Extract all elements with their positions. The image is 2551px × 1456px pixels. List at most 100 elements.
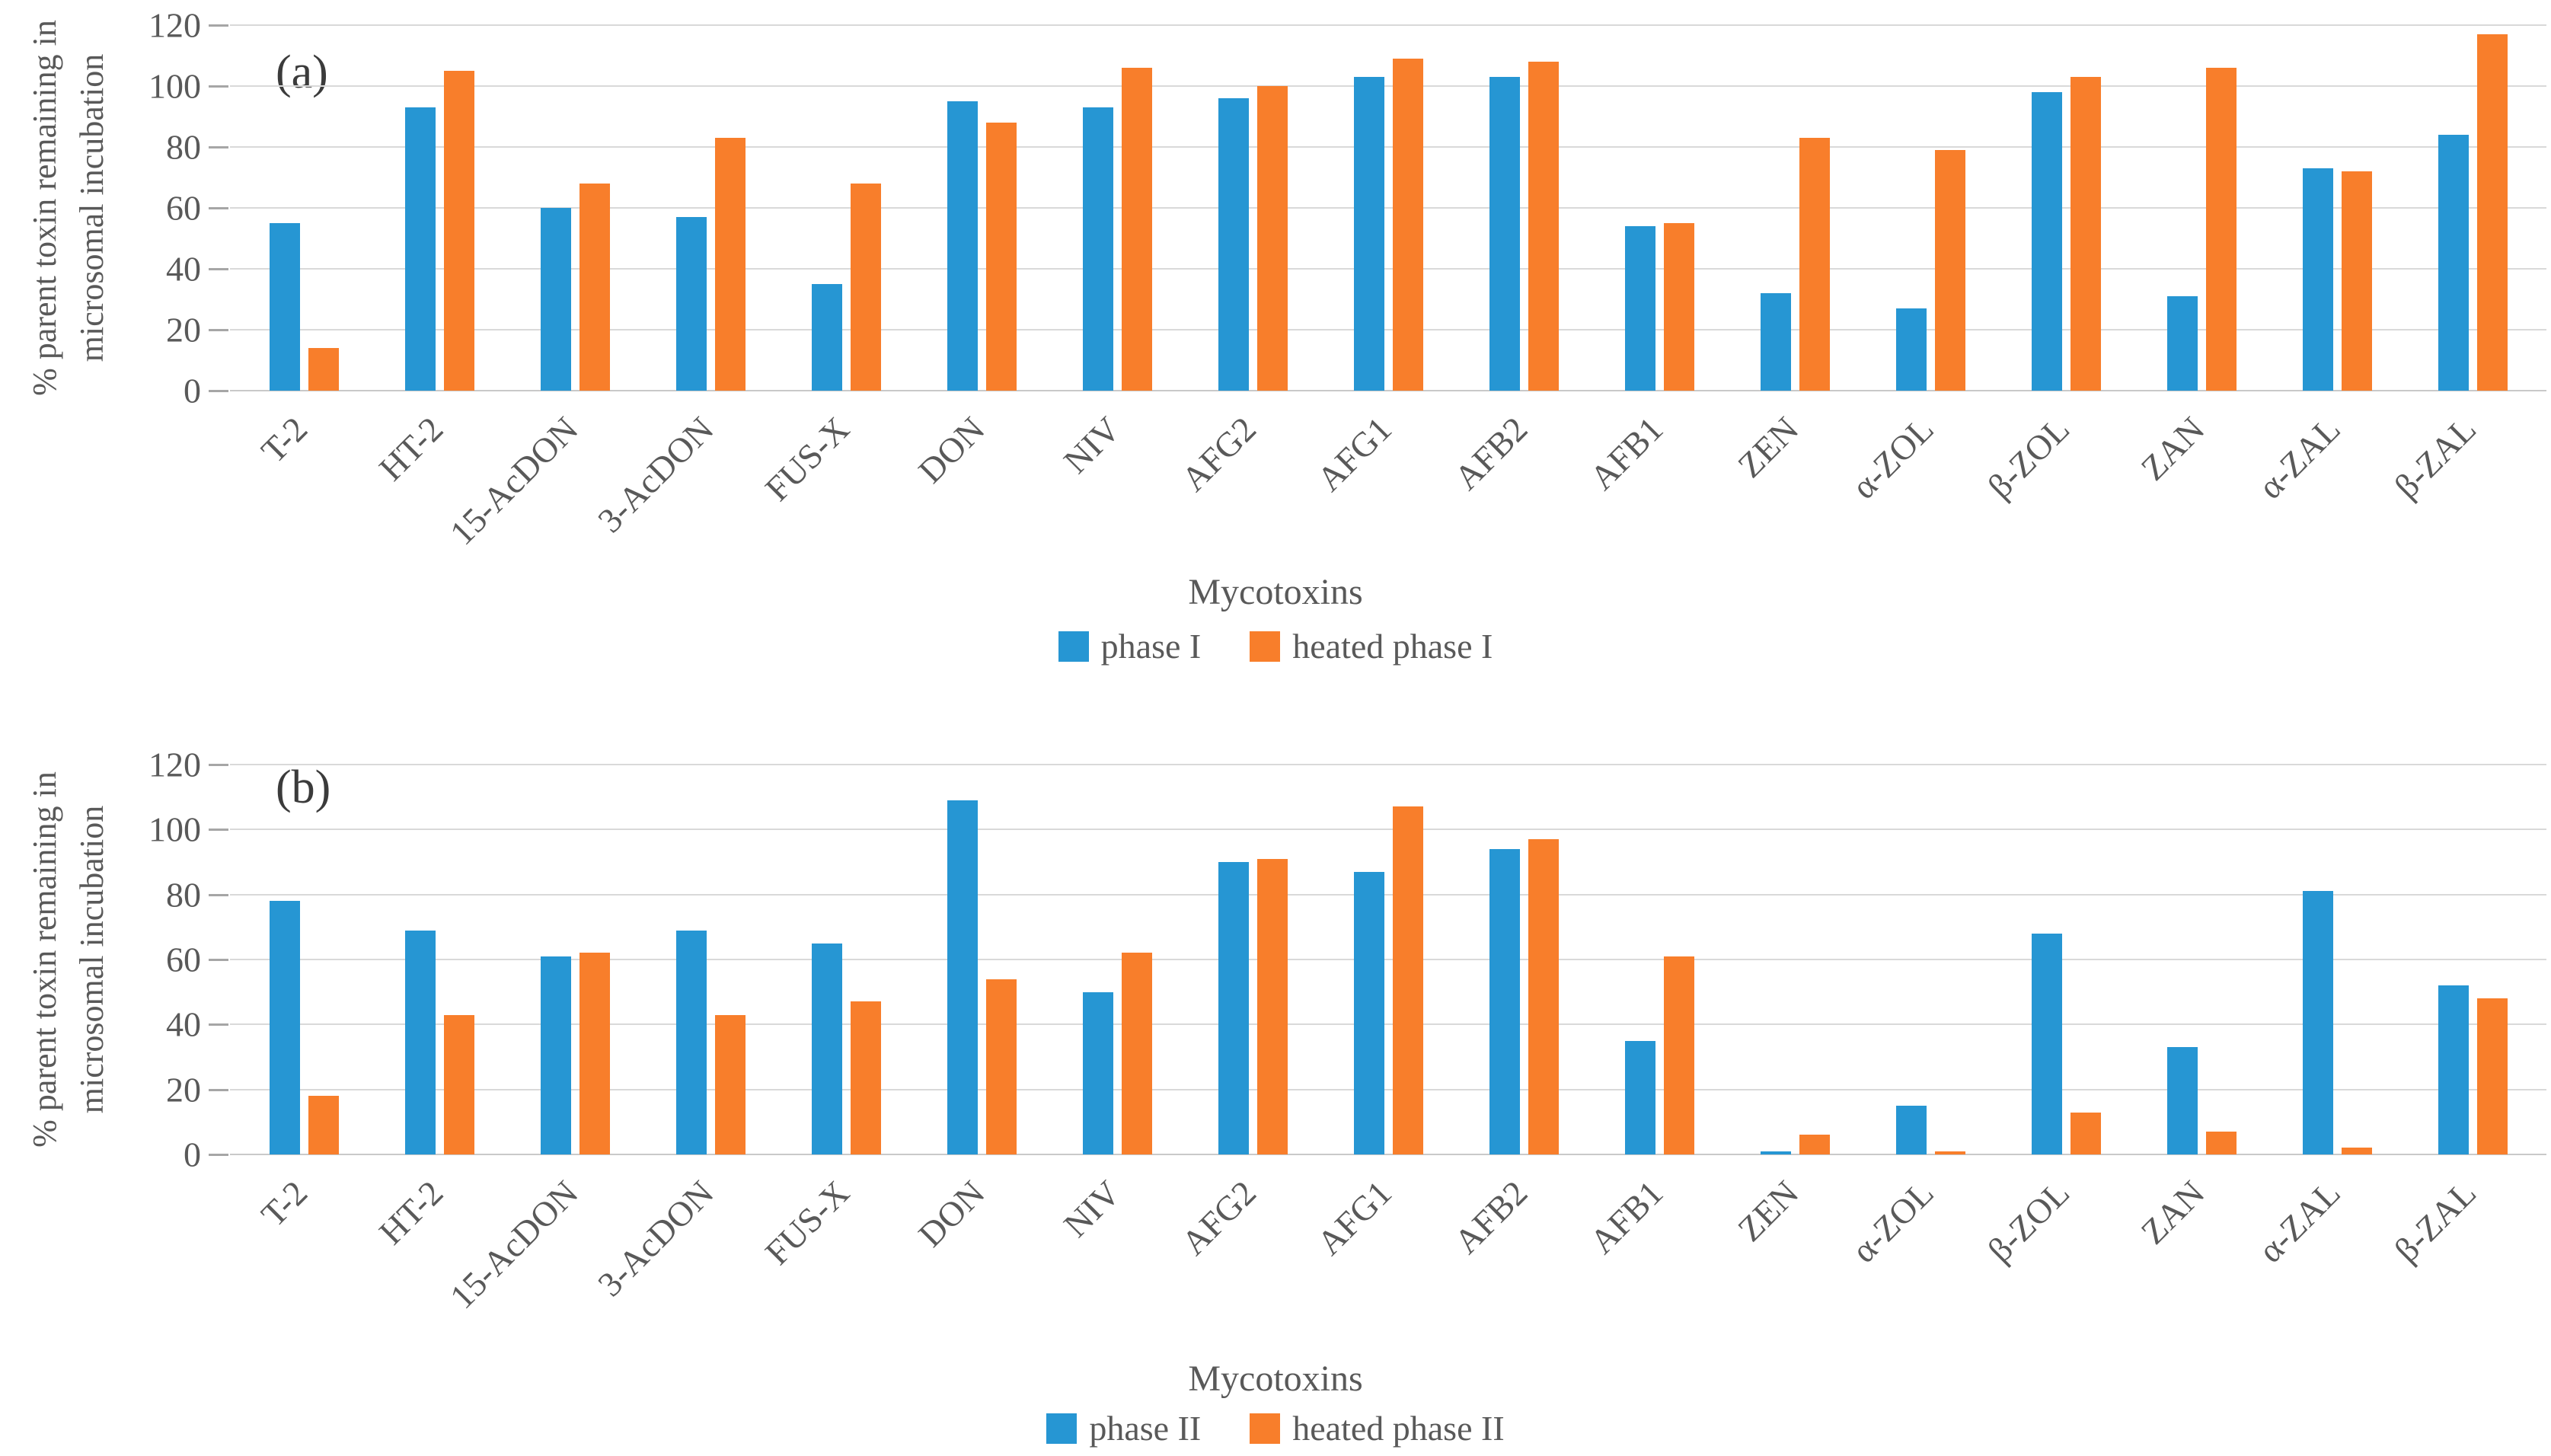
bar-T-2-heated-phase-I [308,348,339,391]
bar-HT-2-phase-II [404,930,436,1154]
bar-ZEN-heated-phase-I [1799,138,1830,391]
bar-AFB1-phase-II [1624,1040,1655,1154]
bar-NIV-heated-phase-I [1121,68,1152,391]
x-category-label: AFG1 [1309,409,1400,499]
bar-3-AcDON-heated-phase-I [714,138,746,391]
gridline [230,146,2546,148]
bar-β-ZOL-heated-phase-I [2070,77,2101,391]
bar-HT-2-heated-phase-I [443,71,474,391]
bar-AFB1-heated-phase-I [1663,223,1694,391]
bar-15-AcDON-heated-phase-II [579,953,610,1154]
x-axis-title: Mycotoxins [1188,572,1363,612]
x-category-label: DON [911,409,993,491]
x-category-label: 3-AcDON [590,1173,722,1304]
bar-FUS-X-phase-I [811,284,842,391]
legend-item: phase I [1058,626,1202,666]
legend-swatch-series2 [1250,1413,1281,1444]
bar-ZEN-heated-phase-II [1799,1135,1830,1154]
x-category-label: AFG1 [1309,1173,1400,1263]
y-axis-tick [209,893,228,896]
gridline [230,764,2546,765]
y-tick-label: 100 [148,66,201,106]
y-axis-tick [209,829,228,832]
bar-AFG2-heated-phase-II [1256,858,1288,1154]
bar-DON-phase-I [947,101,978,391]
y-tick-label: 20 [166,1070,201,1110]
bar-ZAN-phase-I [2166,296,2198,391]
y-tick-label: 120 [148,5,201,45]
x-category-label: HT-2 [371,409,451,489]
bar-15-AcDON-phase-I [540,208,571,391]
y-tick-label: 80 [166,127,201,167]
panel-a-label: (a) [276,46,328,98]
y-tick-label: 100 [148,809,201,849]
gridline [230,1088,2546,1090]
y-axis-tick [209,207,228,209]
bar-α-ZOL-phase-II [1895,1106,1927,1154]
x-category-label: AFG2 [1173,1173,1264,1263]
y-tick-label: 60 [166,188,201,228]
bar-AFG1-phase-I [1353,77,1384,391]
bar-β-ZAL-heated-phase-I [2476,34,2508,391]
bar-DON-heated-phase-I [985,123,1017,391]
y-axis-tick [209,390,228,392]
bar-DON-heated-phase-II [985,979,1017,1154]
bar-FUS-X-phase-II [811,943,842,1154]
x-axis-title: Mycotoxins [1188,1359,1363,1399]
y-axis-tick [209,85,228,88]
bar-α-ZOL-heated-phase-II [1934,1151,1965,1154]
x-category-label: 15-AcDON [442,1173,586,1317]
bar-T-2-phase-II [269,901,300,1154]
bar-ZAN-phase-II [2166,1047,2198,1154]
gridline [230,959,2546,960]
bar-DON-phase-II [947,800,978,1154]
x-category-label: T-2 [253,409,315,471]
bar-α-ZAL-phase-II [2302,891,2333,1154]
bar-15-AcDON-heated-phase-I [579,184,610,391]
bar-3-AcDON-phase-I [675,217,707,391]
y-tick-label: 80 [166,875,201,915]
x-category-label: ZAN [2134,409,2213,488]
legend-label-series2: heated phase I [1292,627,1493,666]
panel-a: (a) % parent toxin remaining in microsom… [0,0,2551,726]
bar-α-ZAL-phase-I [2302,168,2333,391]
x-category-label: α-ZOL [1844,1173,1942,1270]
gridline [230,329,2546,330]
legend-swatch-series2 [1250,631,1281,662]
x-axis-line [230,390,2546,391]
bar-3-AcDON-heated-phase-II [714,1014,746,1154]
legend-swatch-series1 [1046,1413,1078,1444]
bar-FUS-X-heated-phase-I [850,184,881,391]
y-axis-tick [209,1154,228,1156]
y-tick-label: 40 [166,1004,201,1044]
gridline [230,829,2546,831]
x-category-label: AFB1 [1582,1173,1671,1262]
bar-AFB2-heated-phase-II [1528,839,1559,1154]
legend-item: heated phase I [1250,626,1493,666]
bar-15-AcDON-phase-II [540,956,571,1154]
panel-b-label: (b) [276,762,331,813]
x-category-label: β-ZAL [2387,409,2484,506]
bar-ZEN-phase-I [1760,293,1791,391]
bar-T-2-heated-phase-II [308,1096,339,1154]
bar-β-ZOL-phase-II [2031,933,2062,1154]
bar-β-ZAL-heated-phase-II [2476,998,2508,1154]
bar-HT-2-heated-phase-II [443,1014,474,1154]
bar-α-ZOL-phase-I [1895,308,1927,391]
y-tick-label: 60 [166,940,201,979]
gridline [230,893,2546,896]
gridline [230,207,2546,209]
gridline [230,24,2546,26]
x-category-label: 15-AcDON [442,409,586,553]
legend-label-series1: phase I [1100,627,1202,666]
bar-AFG1-phase-II [1353,871,1384,1154]
x-category-label: FUS-X [757,1173,857,1272]
x-category-label: β-ZAL [2387,1173,2484,1270]
bar-AFB1-heated-phase-II [1663,956,1694,1154]
bar-FUS-X-heated-phase-II [850,1001,881,1154]
y-tick-label: 0 [184,1135,201,1174]
x-category-label: β-ZOL [1980,1173,2077,1270]
bar-AFG1-heated-phase-II [1392,806,1423,1154]
y-tick-label: 0 [184,371,201,410]
